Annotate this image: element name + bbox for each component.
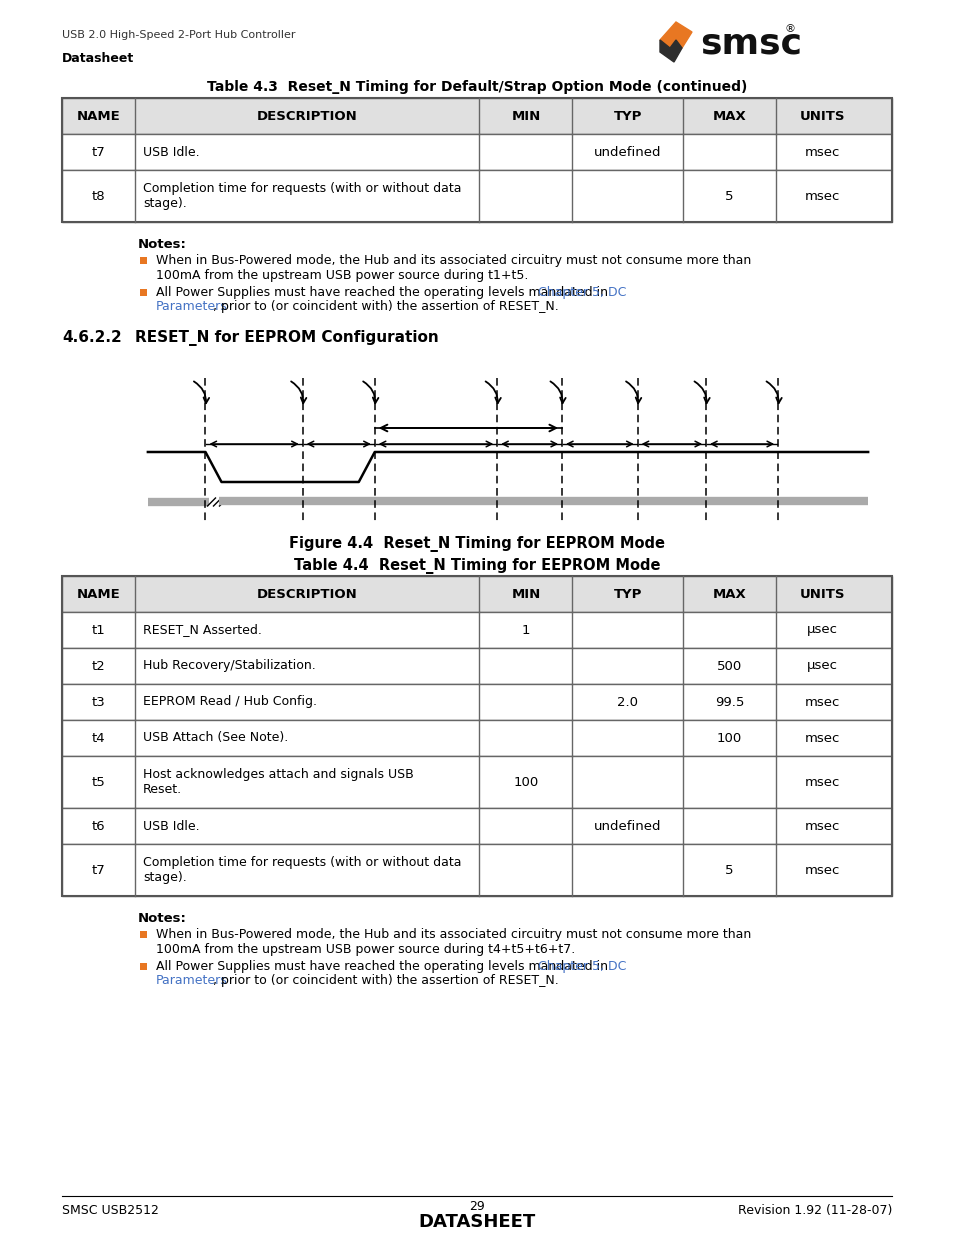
FancyBboxPatch shape bbox=[62, 648, 891, 684]
Text: MAX: MAX bbox=[712, 588, 745, 600]
FancyBboxPatch shape bbox=[140, 931, 147, 939]
FancyBboxPatch shape bbox=[62, 613, 891, 648]
Text: NAME: NAME bbox=[76, 110, 120, 122]
Polygon shape bbox=[659, 40, 681, 62]
Text: t7: t7 bbox=[91, 146, 105, 158]
Text: 99.5: 99.5 bbox=[714, 695, 743, 709]
Text: When in Bus-Powered mode, the Hub and its associated circuitry must not consume : When in Bus-Powered mode, the Hub and it… bbox=[156, 254, 750, 282]
Text: , prior to (or coincident with) the assertion of RESET_N.: , prior to (or coincident with) the asse… bbox=[213, 974, 558, 987]
FancyBboxPatch shape bbox=[62, 170, 891, 222]
Text: μsec: μsec bbox=[806, 624, 837, 636]
Text: All Power Supplies must have reached the operating levels mandated in: All Power Supplies must have reached the… bbox=[156, 287, 612, 299]
Text: msec: msec bbox=[803, 731, 839, 745]
Text: 5: 5 bbox=[724, 863, 733, 877]
Text: t6: t6 bbox=[91, 820, 105, 832]
Text: Hub Recovery/Stabilization.: Hub Recovery/Stabilization. bbox=[143, 659, 315, 673]
Text: Completion time for requests (with or without data
stage).: Completion time for requests (with or wi… bbox=[143, 856, 461, 884]
FancyBboxPatch shape bbox=[62, 576, 891, 613]
Text: , prior to (or coincident with) the assertion of RESET_N.: , prior to (or coincident with) the asse… bbox=[213, 300, 558, 312]
Text: t4: t4 bbox=[91, 731, 105, 745]
Text: USB 2.0 High-Speed 2-Port Hub Controller: USB 2.0 High-Speed 2-Port Hub Controller bbox=[62, 30, 295, 40]
Text: t5: t5 bbox=[91, 776, 105, 788]
Text: MAX: MAX bbox=[712, 110, 745, 122]
FancyBboxPatch shape bbox=[140, 289, 147, 296]
Text: EEPROM Read / Hub Config.: EEPROM Read / Hub Config. bbox=[143, 695, 316, 709]
Text: DESCRIPTION: DESCRIPTION bbox=[256, 588, 357, 600]
Text: msec: msec bbox=[803, 189, 839, 203]
Text: Chapter 5, DC: Chapter 5, DC bbox=[537, 960, 626, 973]
Text: smsc: smsc bbox=[700, 26, 801, 61]
FancyBboxPatch shape bbox=[62, 684, 891, 720]
Text: msec: msec bbox=[803, 776, 839, 788]
Text: Table 4.3  Reset_N Timing for Default/Strap Option Mode (continued): Table 4.3 Reset_N Timing for Default/Str… bbox=[207, 80, 746, 94]
Text: undefined: undefined bbox=[594, 820, 660, 832]
FancyBboxPatch shape bbox=[140, 963, 147, 969]
Text: 4.6.2.2: 4.6.2.2 bbox=[62, 330, 122, 345]
Text: t8: t8 bbox=[91, 189, 105, 203]
Text: 1: 1 bbox=[521, 624, 530, 636]
Text: μsec: μsec bbox=[806, 659, 837, 673]
Text: Host acknowledges attach and signals USB
Reset.: Host acknowledges attach and signals USB… bbox=[143, 768, 414, 797]
Text: UNITS: UNITS bbox=[799, 588, 844, 600]
Text: msec: msec bbox=[803, 820, 839, 832]
Text: MIN: MIN bbox=[511, 110, 540, 122]
Text: Table 4.4  Reset_N Timing for EEPROM Mode: Table 4.4 Reset_N Timing for EEPROM Mode bbox=[294, 558, 659, 574]
Text: t3: t3 bbox=[91, 695, 105, 709]
Text: t1: t1 bbox=[91, 624, 105, 636]
FancyBboxPatch shape bbox=[62, 756, 891, 808]
Text: RESET_N Asserted.: RESET_N Asserted. bbox=[143, 624, 262, 636]
FancyBboxPatch shape bbox=[62, 135, 891, 170]
Text: RESET_N for EEPROM Configuration: RESET_N for EEPROM Configuration bbox=[135, 330, 438, 346]
Text: 500: 500 bbox=[716, 659, 741, 673]
Text: 2.0: 2.0 bbox=[617, 695, 638, 709]
Text: DESCRIPTION: DESCRIPTION bbox=[256, 110, 357, 122]
FancyBboxPatch shape bbox=[62, 844, 891, 897]
Text: MIN: MIN bbox=[511, 588, 540, 600]
Text: Parameters: Parameters bbox=[156, 300, 228, 312]
Text: UNITS: UNITS bbox=[799, 110, 844, 122]
FancyBboxPatch shape bbox=[62, 98, 891, 135]
Text: TYP: TYP bbox=[613, 110, 641, 122]
Text: Notes:: Notes: bbox=[138, 238, 187, 251]
FancyBboxPatch shape bbox=[62, 808, 891, 844]
Text: Completion time for requests (with or without data
stage).: Completion time for requests (with or wi… bbox=[143, 182, 461, 210]
Text: t7: t7 bbox=[91, 863, 105, 877]
Text: 5: 5 bbox=[724, 189, 733, 203]
Text: 100: 100 bbox=[513, 776, 538, 788]
Text: All Power Supplies must have reached the operating levels mandated in: All Power Supplies must have reached the… bbox=[156, 960, 612, 973]
FancyBboxPatch shape bbox=[62, 720, 891, 756]
Text: undefined: undefined bbox=[594, 146, 660, 158]
Text: USB Idle.: USB Idle. bbox=[143, 146, 199, 158]
Text: msec: msec bbox=[803, 695, 839, 709]
Text: t2: t2 bbox=[91, 659, 105, 673]
Text: NAME: NAME bbox=[76, 588, 120, 600]
Text: Figure 4.4  Reset_N Timing for EEPROM Mode: Figure 4.4 Reset_N Timing for EEPROM Mod… bbox=[289, 536, 664, 552]
Text: ®: ® bbox=[784, 23, 795, 35]
Text: DATASHEET: DATASHEET bbox=[418, 1213, 535, 1231]
Text: msec: msec bbox=[803, 146, 839, 158]
Text: Datasheet: Datasheet bbox=[62, 52, 134, 65]
Text: 100: 100 bbox=[716, 731, 741, 745]
Text: USB Idle.: USB Idle. bbox=[143, 820, 199, 832]
Text: TYP: TYP bbox=[613, 588, 641, 600]
Text: USB Attach (See Note).: USB Attach (See Note). bbox=[143, 731, 288, 745]
Polygon shape bbox=[659, 22, 691, 48]
Text: Revision 1.92 (11-28-07): Revision 1.92 (11-28-07) bbox=[737, 1204, 891, 1216]
Text: 29: 29 bbox=[469, 1200, 484, 1213]
Text: Notes:: Notes: bbox=[138, 911, 187, 925]
Text: SMSC USB2512: SMSC USB2512 bbox=[62, 1204, 159, 1216]
Text: Chapter 5, DC: Chapter 5, DC bbox=[537, 287, 626, 299]
Text: When in Bus-Powered mode, the Hub and its associated circuitry must not consume : When in Bus-Powered mode, the Hub and it… bbox=[156, 927, 750, 956]
FancyBboxPatch shape bbox=[140, 257, 147, 264]
Text: Parameters: Parameters bbox=[156, 974, 228, 987]
Text: msec: msec bbox=[803, 863, 839, 877]
